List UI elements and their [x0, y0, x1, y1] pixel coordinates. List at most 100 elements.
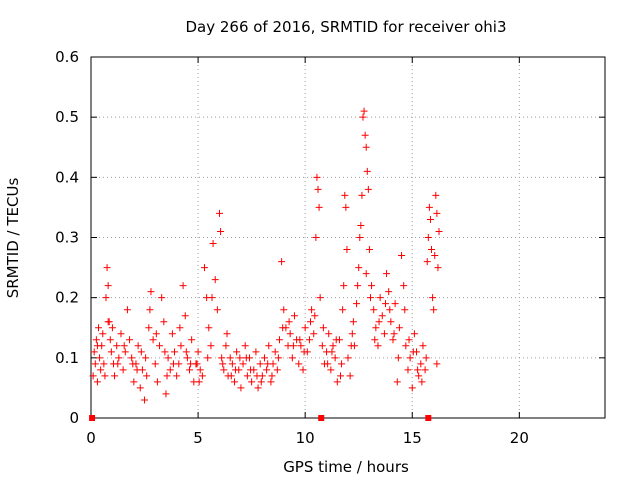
data-point [114, 360, 122, 368]
zero-markers [89, 415, 432, 421]
data-point [161, 348, 169, 356]
data-point [120, 342, 128, 350]
data-point [176, 324, 184, 332]
data-point [275, 336, 283, 344]
data-point [342, 203, 350, 211]
data-point [338, 360, 346, 368]
data-point [386, 306, 394, 314]
data-point [318, 342, 326, 350]
data-point [91, 360, 99, 368]
data-point [324, 360, 332, 368]
data-point [431, 252, 439, 260]
data-point [340, 282, 348, 290]
data-point [143, 372, 151, 380]
data-point [341, 191, 349, 199]
data-point [267, 378, 275, 386]
data-point [247, 366, 255, 374]
data-point [226, 354, 234, 362]
data-point [136, 384, 144, 392]
data-point [253, 372, 261, 380]
data-point [256, 360, 264, 368]
data-point [402, 342, 410, 350]
data-point [228, 360, 236, 368]
data-point [103, 264, 111, 272]
data-point [142, 354, 150, 362]
data-point [182, 348, 190, 356]
data-point [201, 264, 209, 272]
data-point [237, 384, 245, 392]
data-point [390, 330, 398, 338]
data-point [108, 324, 116, 332]
data-point [398, 252, 406, 260]
data-point [104, 282, 112, 290]
data-point [126, 336, 134, 344]
data-point [389, 336, 397, 344]
data-point [93, 342, 101, 350]
data-point [213, 306, 221, 314]
data-point [134, 342, 142, 350]
data-point [94, 324, 102, 332]
data-point [216, 209, 223, 217]
data-point [380, 330, 388, 338]
data-point [92, 336, 100, 344]
data-point [181, 312, 189, 320]
data-point [410, 330, 418, 338]
data-point [128, 354, 136, 362]
data-point [222, 342, 230, 350]
data-point [371, 336, 379, 344]
y-axis-label: SRMTID / TECUs [4, 178, 22, 299]
data-point [408, 384, 416, 392]
data-point [179, 282, 187, 290]
data-point [332, 336, 340, 344]
data-point [121, 348, 129, 356]
data-point [354, 282, 362, 290]
data-point [90, 348, 98, 356]
data-point [186, 366, 194, 374]
data-point [100, 360, 108, 368]
data-point [331, 354, 339, 362]
y-tick-label: 0.4 [55, 168, 79, 186]
data-point [239, 360, 247, 368]
data-point [333, 378, 341, 386]
data-point [355, 264, 363, 272]
data-point [295, 360, 303, 368]
data-point [146, 306, 154, 314]
data-point [362, 143, 370, 151]
data-point [195, 378, 203, 386]
data-point [415, 372, 423, 380]
data-point [107, 348, 115, 356]
x-tick-label: 10 [296, 429, 315, 447]
data-point [233, 348, 241, 356]
data-point [115, 354, 123, 362]
data-point [160, 318, 168, 326]
data-point [268, 372, 276, 380]
data-point [329, 342, 337, 350]
zero-point-marker [89, 415, 96, 421]
data-point [393, 378, 401, 386]
data-point [117, 330, 125, 338]
x-tick-label: 0 [86, 429, 96, 447]
data-point [123, 306, 131, 314]
data-point [289, 342, 297, 350]
data-point [279, 324, 287, 332]
data-point [163, 372, 171, 380]
data-point [313, 173, 321, 181]
y-tick-label: 0.2 [55, 289, 79, 307]
data-point [316, 294, 324, 302]
data-point [168, 330, 176, 338]
data-point [164, 354, 172, 362]
data-point [406, 354, 414, 362]
data-point [425, 203, 433, 211]
data-point [193, 360, 201, 368]
data-point [343, 246, 351, 254]
data-point [348, 330, 356, 338]
data-point [378, 312, 386, 320]
data-point [198, 372, 206, 380]
data-point [385, 288, 393, 296]
data-point [434, 264, 442, 272]
data-point [347, 342, 355, 350]
data-point [254, 384, 262, 392]
data-point [145, 324, 153, 332]
data-point [305, 336, 313, 344]
data-point [429, 294, 437, 302]
